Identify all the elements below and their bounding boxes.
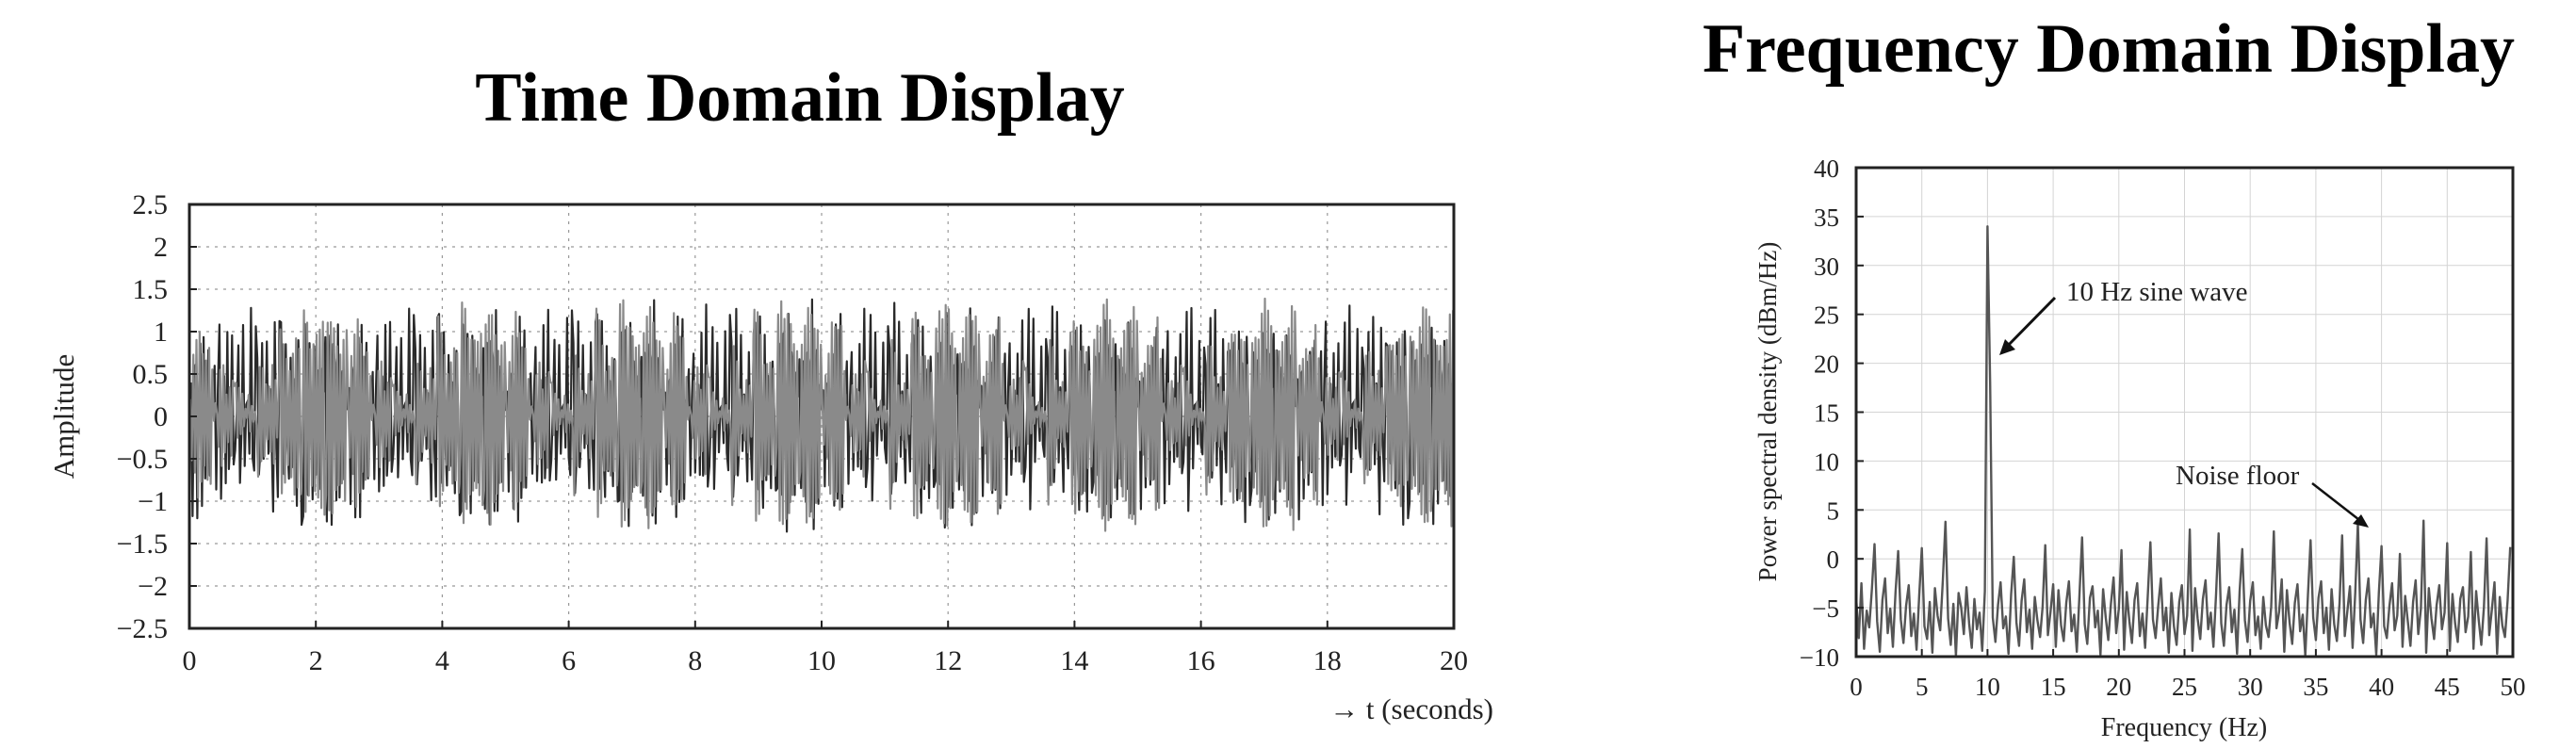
time-x-tick-label: 18 [1313, 645, 1342, 676]
time-x-tick-label: 2 [309, 645, 323, 676]
freq-x-tick-label: 0 [1850, 673, 1863, 701]
time-x-tick-label: 8 [688, 645, 702, 676]
freq-x-tick-label: 35 [2303, 673, 2328, 701]
freq-y-tick-label: −10 [1800, 643, 1839, 672]
freq-x-tick-label: 25 [2172, 673, 2197, 701]
freq-x-tick-label: 40 [2369, 673, 2394, 701]
time-y-tick-label: 0.5 [133, 359, 169, 390]
time-x-tick-label: 14 [1060, 645, 1088, 676]
time-x-tick-label: 0 [183, 645, 197, 676]
freq-x-tick-label: 50 [2501, 673, 2526, 701]
time-y-tick-label: 2 [154, 232, 168, 263]
time-y-tick-label: −2 [138, 571, 168, 602]
time-y-tick-label: −1.5 [117, 528, 168, 560]
time-x-tick-label: 16 [1187, 645, 1215, 676]
freq-series-line-0 [1854, 225, 2512, 658]
time-domain-plot: 2.5 2 1.5 1 0.5 0 −0.5 −1 −1.5 −2 −2.5 0 2 4 6 8 10 12 14… [47, 189, 1493, 725]
freq-y-tick-label: 10 [1814, 447, 1839, 476]
time-series-group [187, 297, 1455, 533]
freq-grid [1856, 168, 2513, 657]
time-y-tick-label: 0 [154, 401, 168, 432]
freq-y-axis-label: Power spectral density (dBm/Hz) [1753, 242, 1782, 582]
time-x-tick-label: 10 [807, 645, 836, 676]
time-y-tick-label: 1.5 [133, 274, 169, 305]
freq-y-tick-label: 30 [1814, 252, 1839, 281]
time-x-axis-label: → t (seconds) [1329, 692, 1493, 725]
time-y-tick-label: 1 [154, 317, 168, 348]
time-y-tick-label: −2.5 [117, 613, 168, 644]
freq-x-tick-label: 5 [1916, 673, 1929, 701]
freq-y-tick-label: 20 [1814, 350, 1839, 379]
freq-y-tick-label: 15 [1814, 399, 1839, 428]
noise-floor-annotation: Noise floor [2176, 461, 2369, 528]
noise-floor-annotation-label: Noise floor [2176, 461, 2300, 491]
freq-chart-title: Frequency Domain Display [1703, 10, 2515, 88]
sine-wave-arrow [2001, 296, 2057, 352]
freq-y-tick-label: 5 [1827, 496, 1840, 525]
time-y-tick-label: −1 [138, 486, 168, 517]
freq-x-tick-label: 30 [2238, 673, 2263, 701]
noise-floor-arrowhead [2353, 514, 2369, 528]
time-x-tick-labels: 0 2 4 6 8 10 12 14 16 18 20 [183, 621, 1468, 676]
freq-y-tick-label: 35 [1814, 203, 1839, 232]
freq-x-tick-label: 45 [2435, 673, 2460, 701]
freq-y-tick-label: 40 [1814, 154, 1839, 183]
sine-wave-annotation: 10 Hz sine wave [1999, 277, 2247, 355]
time-series-line-1 [188, 297, 1455, 532]
freq-y-tick-label: 25 [1814, 301, 1839, 330]
freq-x-tick-label: 20 [2106, 673, 2131, 701]
freq-x-tick-label: 15 [2041, 673, 2066, 701]
freq-y-tick-label: 0 [1827, 545, 1840, 574]
time-y-tick-labels: 2.5 2 1.5 1 0.5 0 −0.5 −1 −1.5 −2 −2.5 [117, 189, 197, 644]
time-x-tick-label: 4 [435, 645, 449, 676]
freq-x-tick-labels: 0 5 10 15 20 25 30 35 40 45 50 [1850, 649, 2526, 701]
time-chart-title: Time Domain Display [475, 59, 1124, 137]
time-y-tick-label: −0.5 [117, 444, 168, 475]
sine-wave-annotation-label: 10 Hz sine wave [2066, 277, 2247, 307]
noise-floor-arrow [2311, 482, 2364, 524]
time-y-axis-label: Amplitude [47, 354, 80, 480]
time-x-tick-label: 6 [562, 645, 576, 676]
time-x-tick-label: 20 [1440, 645, 1468, 676]
freq-y-tick-labels: 40 35 30 25 20 15 10 5 0 −5 −10 [1800, 154, 1864, 672]
time-y-tick-label: 2.5 [133, 189, 169, 220]
freq-series-group [1854, 225, 2512, 658]
freq-x-tick-label: 10 [1975, 673, 2000, 701]
freq-y-tick-label: −5 [1812, 594, 1839, 623]
time-x-tick-label: 12 [934, 645, 962, 676]
sine-wave-arrowhead [1999, 339, 2015, 355]
freq-x-axis-label: Frequency (Hz) [2101, 713, 2267, 742]
